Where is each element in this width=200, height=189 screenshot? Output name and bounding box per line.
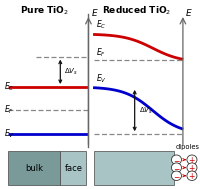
Circle shape xyxy=(171,155,181,164)
Text: $+$: $+$ xyxy=(187,155,195,165)
Text: $E_C$: $E_C$ xyxy=(96,19,106,31)
Text: $E_F$: $E_F$ xyxy=(4,103,14,116)
Bar xyxy=(60,151,86,185)
Circle shape xyxy=(186,171,196,180)
Text: $+$: $+$ xyxy=(187,171,195,181)
Text: face: face xyxy=(64,164,82,173)
Text: dipoles: dipoles xyxy=(175,144,199,150)
Bar xyxy=(8,151,60,185)
Text: $E$: $E$ xyxy=(90,7,98,18)
Text: Pure TiO$_2$: Pure TiO$_2$ xyxy=(20,5,68,17)
Circle shape xyxy=(186,163,196,172)
Text: Reduced TiO$_2$: Reduced TiO$_2$ xyxy=(102,5,170,17)
Text: $E_V$: $E_V$ xyxy=(96,73,107,85)
Text: $-$: $-$ xyxy=(172,155,179,164)
Circle shape xyxy=(186,155,196,164)
Text: $+$: $+$ xyxy=(187,163,195,173)
Text: $E_C$: $E_C$ xyxy=(4,81,14,93)
Circle shape xyxy=(171,171,181,180)
Text: $\Delta V_s$: $\Delta V_s$ xyxy=(64,67,78,77)
Bar xyxy=(94,151,173,185)
Text: $-$: $-$ xyxy=(172,163,179,172)
Circle shape xyxy=(171,163,181,172)
Text: $\Delta V_s$: $\Delta V_s$ xyxy=(138,105,152,116)
Text: $E_V$: $E_V$ xyxy=(4,128,15,140)
Text: $-$: $-$ xyxy=(172,171,179,180)
Text: $E_F$: $E_F$ xyxy=(96,46,106,59)
Text: bulk: bulk xyxy=(25,164,43,173)
Text: $E$: $E$ xyxy=(184,7,192,18)
